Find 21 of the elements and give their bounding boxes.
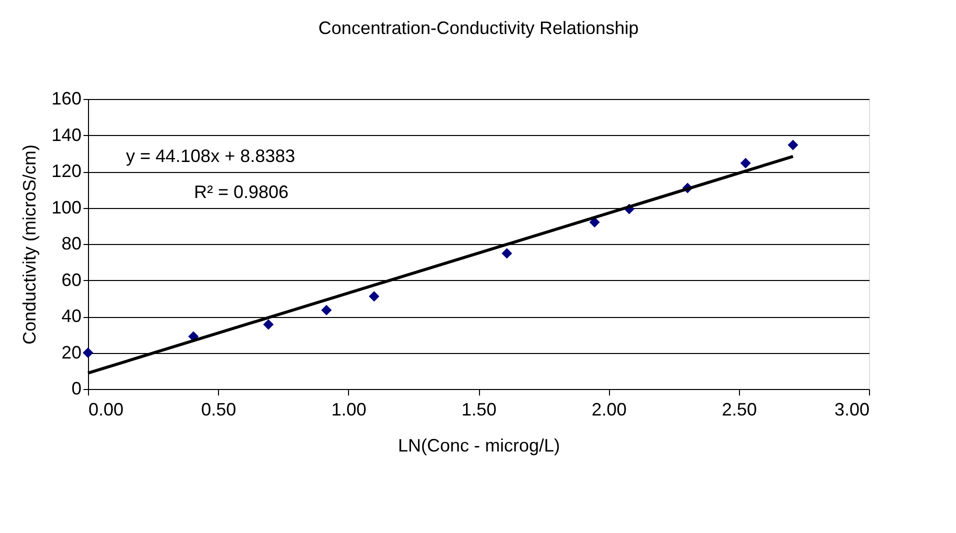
y-tick-label: 120 [51, 161, 82, 181]
y-tick-label: 20 [61, 342, 82, 362]
y-tick-label: 0 [71, 378, 82, 398]
x-tick-label: 3.00 [834, 400, 870, 420]
annotation: R² = 0.9806 [194, 182, 289, 202]
annotation: y = 44.108x + 8.8383 [126, 146, 296, 166]
x-tick-label: 2.00 [592, 400, 627, 420]
x-tick-label: 0.00 [88, 400, 124, 420]
x-tick-label: 0.50 [201, 400, 236, 420]
y-tick-label: 140 [51, 124, 82, 145]
y-tick-label: 100 [51, 197, 82, 218]
x-tick-label: 2.50 [722, 400, 757, 420]
x-tick-label: 1.50 [461, 400, 497, 420]
y-tick-label: 160 [51, 88, 82, 108]
y-tick-label: 40 [61, 306, 82, 326]
x-axis-title: LN(Conc - microg/L) [398, 436, 560, 456]
chart-title: Concentration-Conductivity Relationship [318, 18, 639, 38]
y-tick-label: 60 [61, 270, 82, 290]
y-axis-title: Conductivity (microS/cm) [19, 144, 40, 345]
y-tick-label: 80 [61, 234, 82, 254]
x-tick-label: 1.00 [331, 400, 366, 420]
